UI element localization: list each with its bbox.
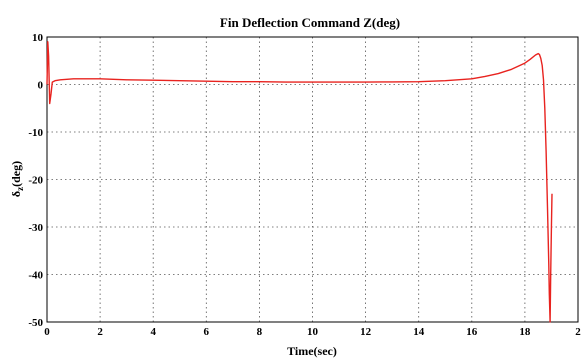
y-tick-label: -10 bbox=[28, 127, 43, 139]
series-line bbox=[46, 41, 553, 323]
x-tick-label: 2 bbox=[97, 326, 103, 338]
chart-title: Fin Deflection Command Z(deg) bbox=[220, 15, 400, 30]
y-tick-label: 10 bbox=[32, 32, 44, 44]
y-axis-label: δz(deg) bbox=[9, 161, 25, 197]
grid bbox=[47, 37, 578, 322]
x-tick-label: 12 bbox=[360, 326, 372, 338]
x-tick-label: 0 bbox=[44, 326, 50, 338]
x-tick-label: 14 bbox=[413, 326, 425, 338]
x-tick-label: 18 bbox=[519, 326, 531, 338]
y-axis-label-subscript: z bbox=[15, 187, 25, 191]
y-axis-label-unit: (deg) bbox=[9, 161, 23, 187]
x-axis-label: Time(sec) bbox=[287, 344, 337, 358]
y-tick-label: -50 bbox=[28, 317, 43, 329]
x-tick-label: 10 bbox=[307, 326, 319, 338]
y-axis-label-symbol: δ bbox=[9, 191, 23, 197]
y-tick-label: -30 bbox=[28, 222, 43, 234]
x-axis: 0 2 4 6 8 10 12 14 16 18 2 bbox=[44, 326, 581, 338]
x-tick-label: 2 bbox=[575, 326, 581, 338]
y-tick-label: -40 bbox=[28, 270, 43, 282]
x-tick-label: 8 bbox=[257, 326, 263, 338]
x-tick-label: 16 bbox=[466, 326, 478, 338]
x-tick-label: 4 bbox=[150, 326, 156, 338]
y-axis: 10 0 -10 -20 -30 -40 -50 bbox=[28, 32, 43, 329]
x-tick-label: 6 bbox=[204, 326, 210, 338]
plot-frame bbox=[46, 36, 579, 323]
y-tick-label: -20 bbox=[28, 175, 43, 187]
y-tick-label: 0 bbox=[38, 80, 44, 92]
